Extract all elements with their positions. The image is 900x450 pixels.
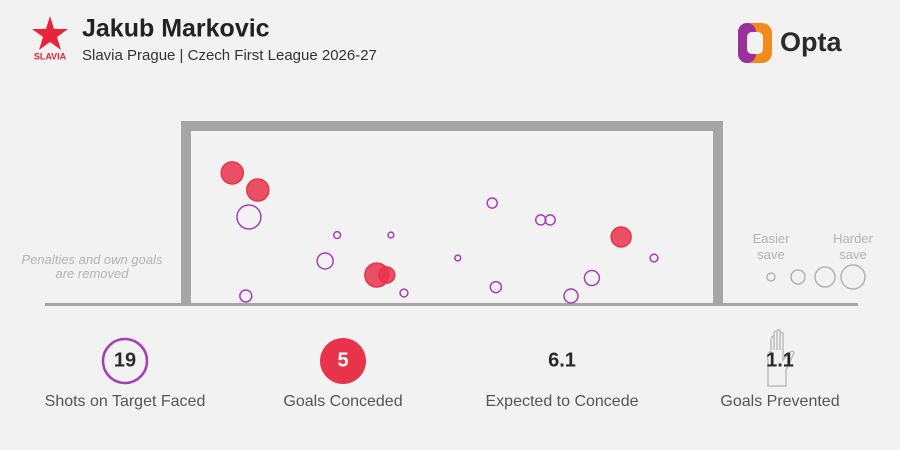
- brand: Opta: [780, 27, 842, 57]
- saved-shot: [399, 288, 409, 298]
- saved-shot: [239, 289, 253, 303]
- goal-shot: [220, 161, 245, 185]
- brand-mark: [747, 32, 763, 54]
- stat-icon: [320, 338, 366, 384]
- saved-shot: [534, 214, 547, 226]
- legend-label-line: save: [757, 247, 784, 262]
- stat-label: Expected to Concede: [486, 393, 639, 410]
- club-star: [32, 16, 68, 50]
- size-legend: [766, 264, 866, 290]
- legend-label-line: save: [839, 247, 866, 262]
- saved-shot: [489, 280, 503, 294]
- glove-icon: [766, 329, 795, 387]
- saved-shot: [454, 254, 462, 262]
- note: are removed: [56, 266, 130, 281]
- club-logo-text: SLAVIA: [34, 51, 67, 61]
- saved-shot: [544, 214, 556, 226]
- legend-circle: [790, 269, 806, 285]
- legend-circle: [814, 266, 836, 288]
- note-text: Penalties and own goals: [22, 252, 163, 267]
- goal-shot: [377, 266, 396, 284]
- saved-shot: [649, 253, 659, 263]
- stat-icon: [101, 337, 149, 385]
- goal-line: [45, 303, 858, 306]
- legend-label: Harder save: [833, 231, 873, 262]
- saved-shot: [583, 269, 601, 287]
- stat-value: 1.1: [766, 349, 794, 371]
- stats: 19 Shots on Target Faced 5 Goals Conceded 6.…: [45, 349, 840, 410]
- stat-value: 19: [114, 349, 136, 371]
- goal-shot: [610, 226, 632, 248]
- legend-label: Easier save: [753, 231, 791, 262]
- title: Jakub Markovic: [82, 15, 270, 43]
- stat-label: Goals Conceded: [283, 393, 402, 410]
- saved-shot: [332, 230, 342, 240]
- stat-label: Shots on Target Faced: [45, 393, 206, 410]
- stat-value: 5: [337, 349, 348, 371]
- crossbar: [181, 121, 723, 131]
- saved-shot: [486, 197, 498, 209]
- stat-label: Goals Prevented: [720, 393, 839, 410]
- post: [181, 121, 191, 305]
- saved-shot: [387, 231, 395, 239]
- legend-label-line: Easier: [753, 231, 791, 246]
- legend-circle: [766, 272, 776, 282]
- note: Penalties and own goals: [22, 252, 163, 267]
- note-text: are removed: [56, 266, 130, 281]
- saved-shot: [316, 252, 334, 270]
- stat-value: 6.1: [548, 349, 576, 371]
- saved-shot: [563, 288, 579, 304]
- legend-label-line: Harder: [833, 231, 873, 246]
- post: [713, 121, 723, 305]
- legend-circle: [840, 264, 866, 290]
- goal-shot: [246, 178, 270, 202]
- subtitle: Slavia Prague | Czech First League 2026-…: [82, 47, 377, 64]
- saved-shot: [236, 204, 262, 230]
